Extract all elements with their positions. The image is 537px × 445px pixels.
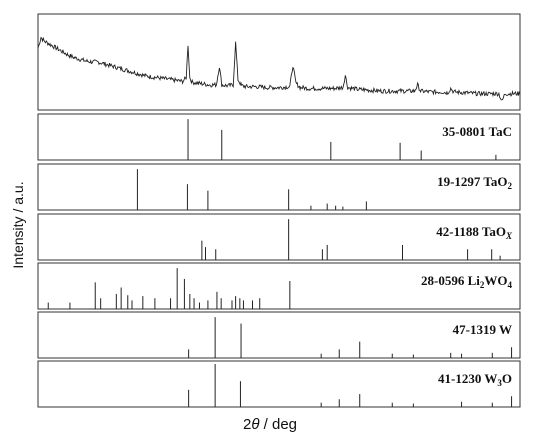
- reference-label: 35-0801 TaC: [442, 124, 512, 139]
- reference-panel: [37, 311, 521, 359]
- xrd-pattern-line: [37, 36, 521, 101]
- xrd-pattern-panel: [37, 13, 521, 111]
- panels: 35-0801 TaC 19-1297 TaO2 42-1188 TaOX 28-05…: [37, 13, 521, 408]
- reference-panel: [37, 213, 521, 261]
- reference-panel: [37, 113, 521, 161]
- reference-label: 28-0596 Li2WO4: [421, 273, 513, 290]
- reference-panel: [37, 360, 521, 408]
- y-axis-label: Intensity / a.u.: [10, 181, 26, 268]
- reference-label: 47-1319 W: [453, 322, 512, 337]
- reference-label: 42-1188 TaOX: [436, 224, 513, 241]
- reference-label: 19-1297 TaO2: [437, 174, 512, 191]
- reference-label: 41-1230 W3O: [438, 371, 512, 388]
- reference-panel: [37, 262, 521, 310]
- x-axis-label: 2θ / deg: [243, 416, 297, 433]
- reference-panel: [37, 163, 521, 211]
